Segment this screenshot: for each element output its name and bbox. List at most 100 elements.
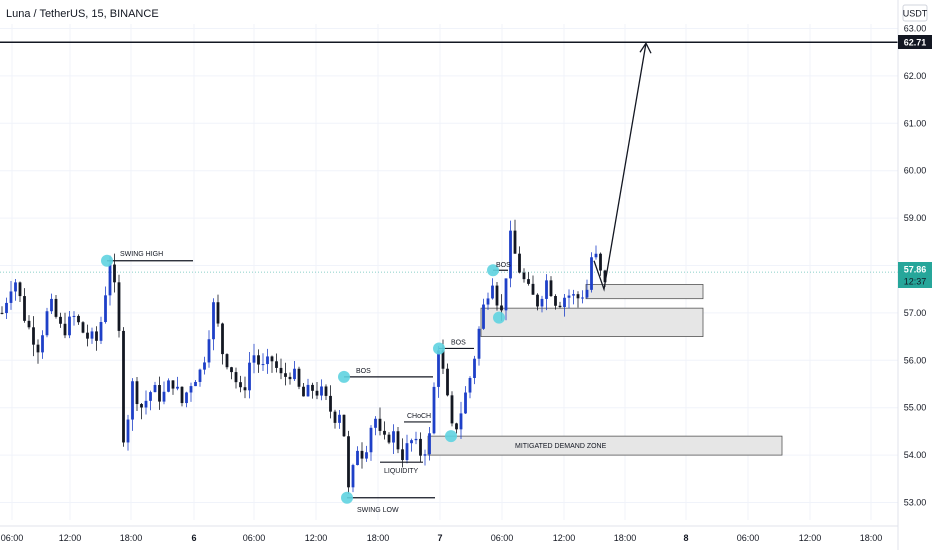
candle-body <box>342 414 346 437</box>
candle-body <box>306 384 310 397</box>
candle-body <box>455 423 458 430</box>
currency-button[interactable] <box>902 4 928 22</box>
candle-body <box>387 434 391 443</box>
candle-body <box>311 384 314 391</box>
candle-body <box>549 280 553 297</box>
y-tick-label: 57.00 <box>904 308 927 318</box>
candle-body <box>90 331 94 339</box>
candle-body <box>518 253 521 273</box>
currency-label: USDT <box>903 9 928 19</box>
candle-body <box>297 368 301 387</box>
candle-body <box>536 294 539 307</box>
candle-body <box>581 297 584 299</box>
x-tick-label: 06:00 <box>1 533 24 543</box>
candle-body <box>81 322 85 333</box>
candle-body <box>414 438 418 441</box>
candle-body <box>234 372 238 383</box>
candle-body <box>477 328 481 359</box>
candle-body <box>185 392 188 404</box>
y-tick-label: 63.00 <box>904 24 927 34</box>
x-tick-label: 18:00 <box>614 533 637 543</box>
candle-body <box>68 316 71 336</box>
y-tick-label: 60.00 <box>904 166 927 176</box>
candle-body <box>572 294 575 296</box>
candle-body <box>333 411 337 423</box>
candle-body <box>5 302 8 314</box>
candle-body <box>221 323 224 355</box>
swing-marker <box>101 254 113 267</box>
current-price-tag <box>898 262 932 288</box>
candle-body <box>113 264 116 283</box>
candle-body <box>491 285 494 299</box>
candle-body <box>383 430 386 435</box>
candle-body <box>207 339 211 363</box>
y-tick-label: 54.00 <box>904 450 927 460</box>
y-tick-label: 53.00 <box>904 498 927 508</box>
candle-body <box>365 452 368 459</box>
candle-body <box>216 302 220 324</box>
candle-body <box>576 294 580 299</box>
x-tick-label: 06:00 <box>491 533 514 543</box>
candle-body <box>189 386 193 393</box>
candle-body <box>162 391 166 402</box>
candle-body <box>545 280 548 299</box>
candle-body <box>554 296 557 306</box>
candle-body <box>122 330 125 443</box>
candle-body <box>329 395 332 412</box>
y-tick-label: 56.00 <box>904 355 927 365</box>
candle-body <box>72 315 76 317</box>
candle-body <box>225 354 229 368</box>
y-tick-label: 61.00 <box>904 118 927 128</box>
demand-zone <box>480 307 704 338</box>
candle-body <box>585 289 589 298</box>
candle-body <box>239 382 242 388</box>
symbol-title[interactable]: Luna / TetherUS, 15, BINANCE <box>6 8 159 20</box>
candle-body <box>486 298 490 305</box>
annotation-label: BOS <box>356 368 371 375</box>
candle-body <box>243 387 247 391</box>
candle-body <box>419 438 422 456</box>
candle-body <box>527 279 530 284</box>
swing-marker <box>445 430 457 443</box>
candle-body <box>36 344 40 353</box>
x-tick-label: 7 <box>437 533 442 543</box>
candle-body <box>360 450 364 459</box>
candle-body <box>131 381 134 420</box>
candle-body <box>563 297 566 308</box>
target-price-tag <box>898 35 932 49</box>
candle-body <box>540 298 544 307</box>
candle-body <box>18 282 22 297</box>
candle-body <box>293 368 296 380</box>
candle-body <box>482 304 485 329</box>
candle-body <box>104 295 107 323</box>
candle-body <box>513 230 517 254</box>
candle-body <box>369 427 373 453</box>
target-price-label: 62.71 <box>904 38 927 48</box>
candle-body <box>261 364 265 366</box>
annotation-label: LIQUIDITY <box>384 468 419 475</box>
candle-body <box>504 278 508 311</box>
x-tick-label: 06:00 <box>243 533 266 543</box>
x-tick-label: 06:00 <box>737 533 760 543</box>
candle-body <box>45 311 49 336</box>
candle-countdown: 12:37 <box>904 277 927 287</box>
candle-body <box>27 320 31 328</box>
candle-body <box>77 315 80 323</box>
candle-body <box>351 465 355 488</box>
candle-body <box>275 361 278 368</box>
candle-body <box>324 386 328 396</box>
y-tick-label: 59.00 <box>904 213 927 223</box>
candle-body <box>180 386 184 404</box>
candle-body <box>428 433 431 455</box>
candle-body <box>95 331 98 341</box>
candle-body <box>531 283 535 295</box>
candle-body <box>167 380 170 392</box>
y-tick-label: 55.00 <box>904 403 927 413</box>
candle-body <box>599 253 602 271</box>
candle-body <box>108 264 112 296</box>
candle-body <box>86 332 89 339</box>
annotation-label: SWING LOW <box>357 507 399 514</box>
swing-marker <box>341 491 353 504</box>
